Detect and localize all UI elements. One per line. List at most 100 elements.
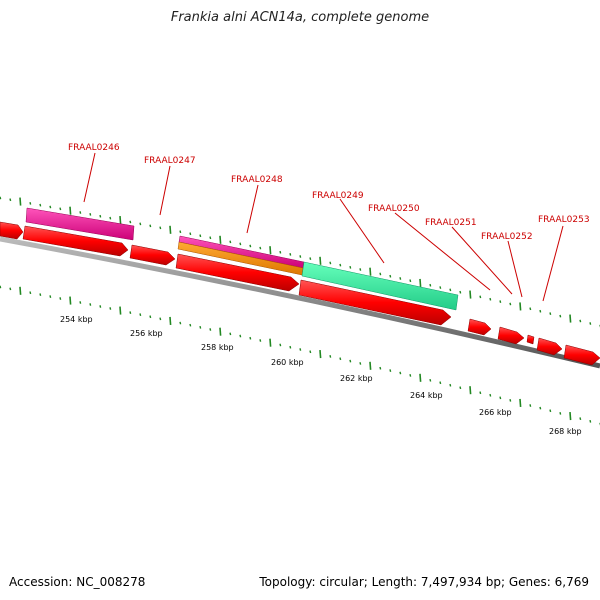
tick-mark [569,411,572,421]
tick-mark [519,398,522,408]
gene-feature-fraal0246[interactable] [25,207,135,241]
cds-arrow[interactable] [129,244,176,266]
tick-mark [239,334,242,338]
tick-mark [459,386,462,390]
tick-mark [389,274,392,278]
gene-feature-fraal0249[interactable] [301,261,459,311]
tick-mark [39,293,42,297]
tick-mark [179,230,182,234]
tick-mark [89,303,92,306]
tick-mark [419,278,422,288]
tick-mark [329,355,332,358]
tick-mark [229,240,232,244]
tick-mark [289,345,292,349]
tick-mark [19,286,22,295]
tick-mark [69,206,72,215]
cds-arrow[interactable] [536,337,563,356]
tick-mark [249,336,252,340]
tick-mark [279,343,282,347]
tick-mark [369,361,372,370]
gene-label-fraal0250[interactable]: FRAAL0250 [368,204,420,214]
tick-mark [289,253,292,256]
tick-mark [479,391,482,395]
tick-mark [149,315,152,319]
tick-mark [319,350,322,359]
cds-arrow[interactable] [497,326,525,345]
gene-label-fraal0248[interactable]: FRAAL0248 [231,175,283,185]
tick-mark [339,263,342,267]
tick-mark [409,279,412,283]
tick-mark [209,328,212,331]
tick-mark [79,211,82,214]
tick-mark [49,295,52,298]
tick-mark [109,216,112,220]
tick-mark [459,290,462,294]
tick-mark [139,313,142,317]
tick-mark [549,312,552,316]
tick-mark [29,201,32,205]
gene-label-fraal0246[interactable]: FRAAL0246 [68,143,120,153]
tick-mark [299,348,302,351]
gene-label-fraal0247[interactable]: FRAAL0247 [144,156,196,166]
scale-label: 260 kbp [271,358,304,367]
tick-mark [209,236,212,240]
tick-mark [309,350,312,354]
tick-mark [139,222,142,226]
scale-label: 256 kbp [130,329,163,338]
tick-mark [319,256,322,265]
tick-mark [239,242,242,246]
gene-label-fraal0249[interactable]: FRAAL0249 [312,191,364,201]
tick-mark [99,305,102,308]
tick-mark [339,357,342,361]
tick-mark [279,250,282,254]
tick-mark [189,323,192,327]
upper-tick-track [0,196,600,328]
map-title: Frankia alni ACN14a, complete genome [170,10,430,25]
tick-mark [159,226,162,230]
tick-mark [499,396,502,400]
tick-mark [489,297,492,301]
cds-arrow[interactable] [563,344,600,366]
tick-mark [29,291,32,295]
tick-mark [259,246,262,250]
tick-mark [469,290,472,299]
cds-arrow[interactable] [22,225,129,257]
tick-mark [49,205,52,209]
tick-mark [379,366,382,370]
tick-mark [499,300,502,303]
scale-label: 262 kbp [340,374,373,383]
cds-arrow[interactable] [298,279,452,326]
tick-mark [429,283,432,287]
gene-label-fraal0253[interactable]: FRAAL0253 [538,215,590,225]
tick-mark [129,311,132,314]
tick-mark [129,220,132,224]
tick-mark [529,404,532,407]
cds-arrow[interactable] [526,334,535,345]
tick-mark [359,362,362,365]
tick-mark [259,339,262,342]
tick-mark [9,287,12,291]
tick-mark [269,246,272,255]
tick-mark [109,307,112,310]
tick-mark [579,319,582,323]
tick-mark [399,277,402,280]
gene-label-fraal0252[interactable]: FRAAL0252 [481,232,533,242]
scale-label: 258 kbp [201,343,234,352]
scale-label: 268 kbp [549,427,582,436]
gene-label-fraal0251[interactable]: FRAAL0251 [425,218,477,228]
cds-arrow[interactable] [175,253,300,292]
tick-mark [169,316,172,326]
cds-arrow[interactable] [0,221,24,240]
cds-arrow[interactable] [467,318,492,336]
tick-mark [199,234,202,238]
tick-mark [479,295,482,299]
tick-mark [299,255,302,258]
tick-mark [489,393,492,397]
tick-mark [469,386,472,395]
tick-mark [229,332,232,336]
tick-mark [309,257,312,261]
tick-mark [399,371,402,375]
tick-mark [179,321,182,325]
tick-mark [449,288,452,292]
